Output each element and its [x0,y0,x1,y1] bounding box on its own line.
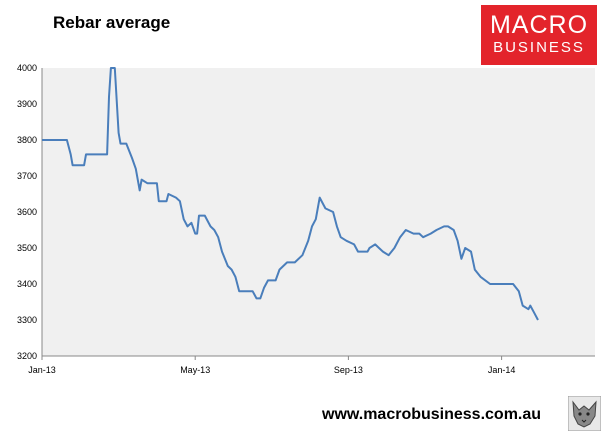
y-tick-label: 3800 [17,135,37,145]
wolf-icon [568,396,601,431]
x-tick-label: May-13 [180,365,210,375]
y-tick-label: 3200 [17,351,37,361]
y-tick-label: 3500 [17,243,37,253]
y-tick-labels: 4000 3900 3800 3700 3600 3500 3400 3300 3200 [17,63,37,361]
plot-area [42,68,595,356]
logo-line-1: MACRO [489,11,589,39]
y-tick-label: 3300 [17,315,37,325]
logo-line-2: BUSINESS [493,39,585,56]
y-tick-label: 3700 [17,171,37,181]
y-tick-label: 4000 [17,63,37,73]
chart-title: Rebar average [53,13,171,32]
x-tick-labels: Jan-13 May-13 Sep-13 Jan-14 [28,356,515,375]
x-tick-label: Jan-13 [28,365,56,375]
y-tick-label: 3600 [17,207,37,217]
x-tick-label: Jan-14 [488,365,516,375]
y-tick-label: 3900 [17,99,37,109]
series-line [42,67,539,321]
macrobusiness-logo: MACRO BUSINESS [481,5,597,65]
x-tick-label: Sep-13 [334,365,363,375]
website-url: www.macrobusiness.com.au [322,406,542,423]
y-tick-label: 3400 [17,279,37,289]
